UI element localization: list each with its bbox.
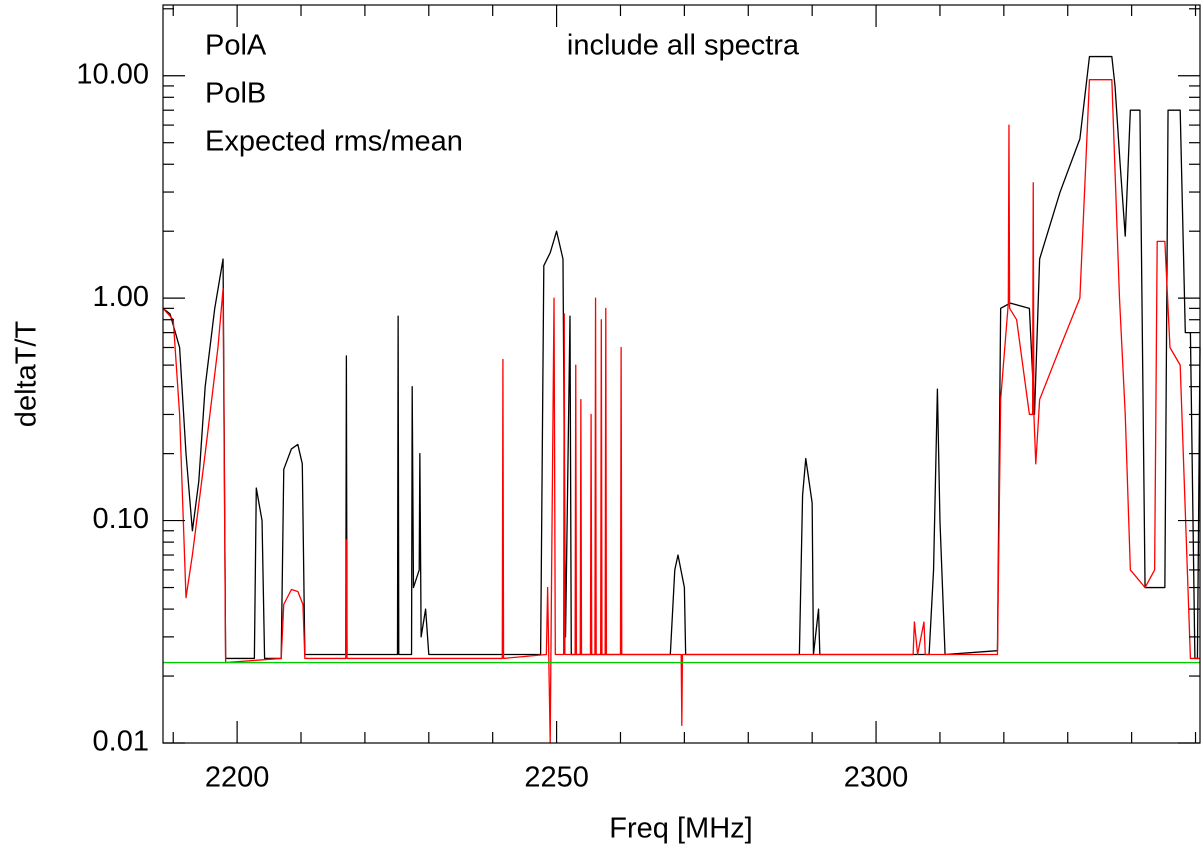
legend-entry: PolA: [205, 30, 267, 62]
x-tick-label: 2300: [844, 762, 909, 794]
y-tick-label: 0.10: [93, 503, 149, 535]
x-tick-label: 2200: [205, 762, 270, 794]
x-tick-label: 2250: [524, 762, 589, 794]
x-axis-label: Freq [MHz]: [609, 813, 752, 845]
plot-frame: [162, 4, 1201, 744]
legend-entry: Expected rms/mean: [205, 126, 463, 158]
legend-entry: PolB: [205, 78, 266, 110]
series-line: [162, 79, 1200, 744]
y-tick-label: 10.00: [76, 58, 149, 90]
y-axis-label: deltaT/T: [11, 321, 43, 428]
y-tick-label: 0.01: [93, 726, 149, 758]
y-tick-label: 1.00: [93, 281, 149, 313]
chart-title: include all spectra: [567, 30, 800, 62]
